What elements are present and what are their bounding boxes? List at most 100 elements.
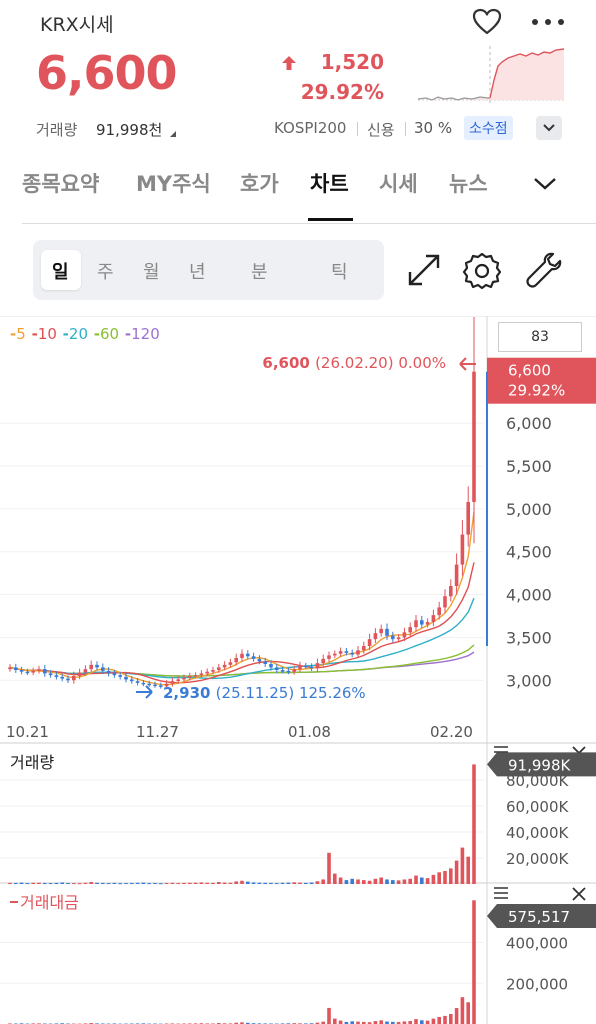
candle (106, 670, 111, 674)
fractional-badge[interactable]: 소수점 (464, 116, 513, 140)
quote-header: KRX시세 6,600 1,520 29.92% 거래량 91,998천 KOS… (0, 0, 596, 150)
tab-my-stock[interactable]: MY주식 (136, 172, 211, 196)
y-tick-label: 4,000 (506, 586, 552, 605)
y-tick-label: 3,000 (506, 671, 552, 690)
period-day[interactable]: 일 (52, 262, 69, 283)
volume-bar (43, 882, 47, 884)
high-annotation: 6,600 (26.02.20) 0.00% (262, 354, 446, 372)
candle (356, 650, 360, 655)
amount-bar (234, 1022, 238, 1024)
amount-bar (420, 1020, 424, 1024)
candle (217, 667, 221, 670)
wrench-icon[interactable] (522, 250, 562, 290)
y-tick-label: 5,000 (506, 500, 552, 519)
expand-icon[interactable] (404, 250, 444, 290)
candle (159, 685, 163, 687)
amount-y-tick: 400,000 (506, 935, 568, 953)
amount-bar (344, 1021, 349, 1024)
last-price-value: 6,600 (508, 362, 551, 380)
candle (298, 665, 302, 670)
volume-bar (240, 880, 244, 884)
volume-bar (269, 882, 273, 884)
chevron-down-icon[interactable] (532, 172, 558, 194)
amount-bar (466, 1002, 470, 1024)
volume-bar (286, 882, 291, 884)
tab-quotes[interactable]: 시세 (379, 172, 418, 196)
volume-bar (118, 883, 122, 885)
candle (101, 667, 105, 671)
volume-bar (193, 882, 198, 884)
candle (251, 656, 256, 659)
candle (431, 615, 436, 622)
volume-bar (25, 883, 30, 885)
volume-bar (367, 880, 372, 884)
amount-bar (454, 1008, 459, 1024)
volume-bar (60, 882, 64, 884)
volume-bar (147, 883, 151, 885)
volume-bar (350, 878, 354, 884)
amount-bar (246, 1022, 250, 1024)
candle (77, 672, 82, 676)
volume-bar (176, 883, 180, 885)
volume-toggle-icon[interactable] (170, 131, 176, 137)
volume-bar (228, 882, 233, 884)
candle (321, 658, 325, 664)
volume-bar (315, 881, 320, 884)
candle (118, 675, 122, 677)
tab-chart[interactable]: 차트 (310, 172, 349, 196)
amount-bar (472, 900, 476, 1024)
price-change-percent: 29.92% (300, 80, 384, 104)
price-change: 1,520 (320, 50, 384, 74)
gear-icon[interactable] (462, 250, 502, 290)
stock-chart[interactable]: 6,000 5,500 5,000 4,500 4,000 3,500 3,000 6,600… (0, 316, 596, 1024)
volume-bar (72, 883, 76, 885)
amount-last-value: 575,517 (508, 908, 570, 926)
candle (449, 586, 453, 597)
candle (286, 670, 291, 673)
heart-icon[interactable] (470, 6, 504, 38)
candle (72, 676, 76, 681)
candle (43, 669, 47, 674)
chart-corner-value[interactable]: 83 (498, 322, 582, 352)
period-week[interactable]: 주 (97, 262, 114, 283)
volume-bar (95, 882, 99, 884)
volume-bar (449, 868, 453, 884)
period-month[interactable]: 월 (143, 262, 160, 283)
candle (385, 628, 389, 636)
tab-orderbook[interactable]: 호가 (240, 172, 279, 196)
volume-bar (37, 882, 41, 884)
volume-bar (309, 882, 314, 884)
volume-bar (217, 882, 221, 884)
volume-bar (135, 882, 140, 884)
tab-news[interactable]: 뉴스 (449, 172, 488, 196)
volume-bar (170, 882, 175, 884)
amount-bar (414, 1019, 418, 1024)
candle (188, 676, 192, 678)
candle (362, 646, 366, 651)
period-year[interactable]: 년 (189, 262, 206, 283)
tab-summary[interactable]: 종목요약 (22, 172, 100, 196)
candle (373, 633, 378, 640)
candle (182, 677, 186, 680)
candle (153, 684, 157, 687)
candle (327, 655, 331, 659)
period-tick[interactable]: 틱 (331, 262, 348, 283)
low-annotation: 2,930 (25.11.25) 125.26% (163, 684, 366, 702)
candle (344, 651, 349, 653)
amount-bar (315, 1022, 320, 1024)
volume-y-tick: 80,000K (506, 772, 569, 790)
volume-bar (83, 882, 88, 884)
candle (246, 653, 250, 657)
volume-bar (182, 882, 186, 884)
volume-bar (31, 882, 35, 884)
x-tick-label: 01.08 (288, 723, 331, 741)
period-minute[interactable]: 분 (251, 262, 268, 283)
volume-bar (106, 883, 111, 885)
volume-bar (54, 882, 59, 884)
more-menu-icon[interactable] (528, 6, 568, 38)
candle (211, 670, 215, 672)
volume-y-tick: 40,000K (506, 824, 569, 842)
expand-header-button[interactable] (536, 116, 562, 140)
volume-bar (304, 882, 308, 884)
volume-bar (130, 882, 134, 884)
